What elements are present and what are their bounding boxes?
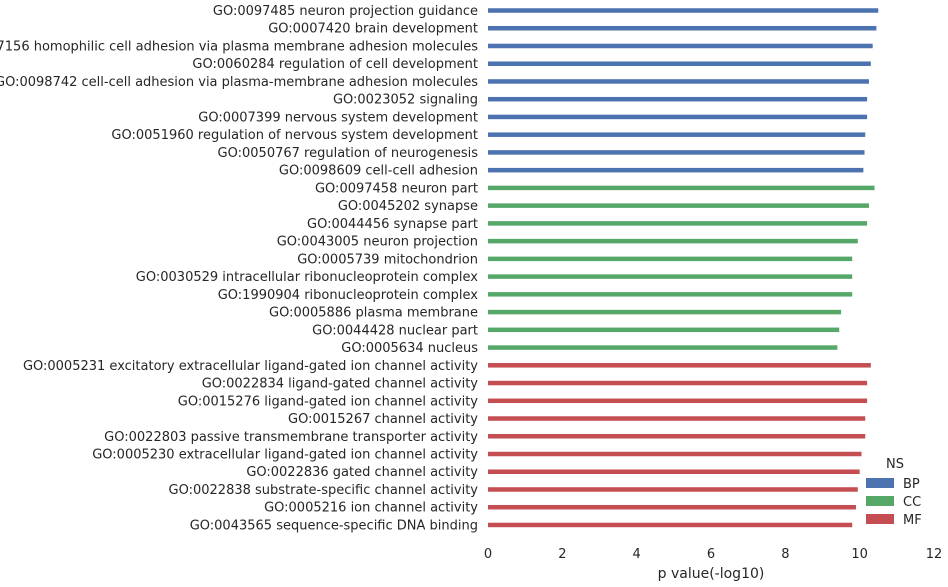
legend-swatch-mf	[866, 514, 894, 524]
bar-7	[488, 114, 868, 120]
bar-24	[488, 416, 866, 421]
legend: NS BP CC MF	[866, 457, 922, 528]
bar-17	[488, 292, 853, 297]
category-label-5: GO:0098742 cell-cell adhesion via plasma…	[0, 75, 478, 90]
category-label-14: GO:0043005 neuron projection	[277, 235, 478, 250]
legend-label-bp: BP	[903, 477, 920, 492]
category-label-11: GO:0097458 neuron part	[315, 181, 478, 196]
category-label-22: GO:0022834 ligand-gated channel activity	[202, 377, 479, 392]
category-label-8: GO:0051960 regulation of nervous system …	[111, 128, 478, 143]
bar-8	[488, 132, 866, 137]
category-label-27: GO:0022836 gated channel activity	[246, 465, 478, 480]
category-label-1: GO:0097485 neuron projection guidance	[213, 4, 478, 19]
bar-5	[488, 79, 869, 84]
legend-label-mf: MF	[903, 513, 922, 528]
legend-title: NS	[886, 457, 904, 472]
bar-30	[488, 522, 853, 528]
bar-2	[488, 25, 877, 31]
x-tick-label-4: 4	[633, 547, 641, 562]
x-tick-label-10: 10	[851, 547, 868, 562]
category-label-15: GO:0005739 mitochondrion	[297, 252, 478, 267]
bar-18	[488, 309, 842, 315]
legend-swatch-cc	[866, 496, 894, 506]
bar-11	[488, 185, 875, 191]
category-label-20: GO:0005634 nucleus	[341, 341, 478, 356]
category-label-9: GO:0050767 regulation of neurogenesis	[218, 146, 479, 161]
category-label-18: GO:0005886 plasma membrane	[269, 306, 478, 321]
bar-22	[488, 380, 868, 386]
bar-25	[488, 434, 866, 439]
bar-16	[488, 274, 853, 279]
bar-14	[488, 238, 858, 244]
x-tick-label-0: 0	[484, 547, 492, 562]
bar-19	[488, 327, 840, 333]
category-label-16: GO:0030529 intracellular ribonucleoprote…	[136, 270, 479, 285]
bars-layer	[488, 8, 879, 528]
x-axis-label: p value(-log10)	[658, 566, 765, 582]
category-label-23: GO:0015276 ligand-gated ion channel acti…	[178, 394, 479, 409]
category-label-24: GO:0015267 channel activity	[288, 412, 478, 427]
category-label-17: GO:1990904 ribonucleoprotein complex	[218, 288, 479, 303]
category-label-19: GO:0044428 nuclear part	[312, 323, 478, 338]
bar-15	[488, 256, 853, 262]
bar-3	[488, 43, 873, 49]
category-label-30: GO:0043565 sequence-specific DNA binding	[190, 518, 478, 533]
bar-9	[488, 150, 865, 155]
category-label-29: GO:0005216 ion channel activity	[264, 501, 478, 516]
category-label-10: GO:0098609 cell-cell adhesion	[279, 164, 478, 179]
x-tick-label-8: 8	[781, 547, 789, 562]
bar-4	[488, 61, 871, 66]
x-tick-label-12: 12	[926, 547, 943, 562]
bar-21	[488, 363, 871, 368]
bar-27	[488, 469, 860, 474]
bar-1	[488, 8, 879, 13]
bar-12	[488, 203, 869, 208]
category-label-6: GO:0023052 signaling	[333, 93, 478, 108]
category-label-21: GO:0005231 excitatory extracellular liga…	[23, 359, 478, 374]
bar-23	[488, 398, 868, 404]
category-label-25: GO:0022803 passive transmembrane transpo…	[104, 430, 478, 445]
category-label-7: GO:0007399 nervous system development	[198, 110, 478, 125]
category-label-26: GO:0005230 extracellular ligand-gated io…	[92, 448, 478, 463]
category-label-3: GO:0007156 homophilic cell adhesion via …	[0, 39, 478, 54]
x-axis-ticks: 0 2 4 6 8 10 12	[484, 547, 942, 562]
bar-10	[488, 167, 864, 173]
legend-label-cc: CC	[903, 495, 921, 510]
bar-20	[488, 345, 838, 350]
category-label-4: GO:0060284 regulation of cell developmen…	[192, 57, 478, 72]
category-label-13: GO:0044456 synapse part	[307, 217, 478, 232]
category-labels: GO:0097485 neuron projection guidance GO:…	[0, 4, 478, 533]
x-tick-label-2: 2	[558, 547, 566, 562]
category-label-28: GO:0022838 substrate-specific channel ac…	[169, 483, 479, 498]
bar-13	[488, 221, 868, 226]
category-label-12: GO:0045202 synapse	[338, 199, 478, 214]
bar-28	[488, 487, 858, 492]
bar-29	[488, 504, 856, 510]
x-tick-label-6: 6	[707, 547, 715, 562]
bar-26	[488, 451, 862, 457]
category-label-2: GO:0007420 brain development	[268, 22, 478, 37]
bar-6	[488, 96, 868, 102]
legend-swatch-bp	[866, 478, 894, 488]
